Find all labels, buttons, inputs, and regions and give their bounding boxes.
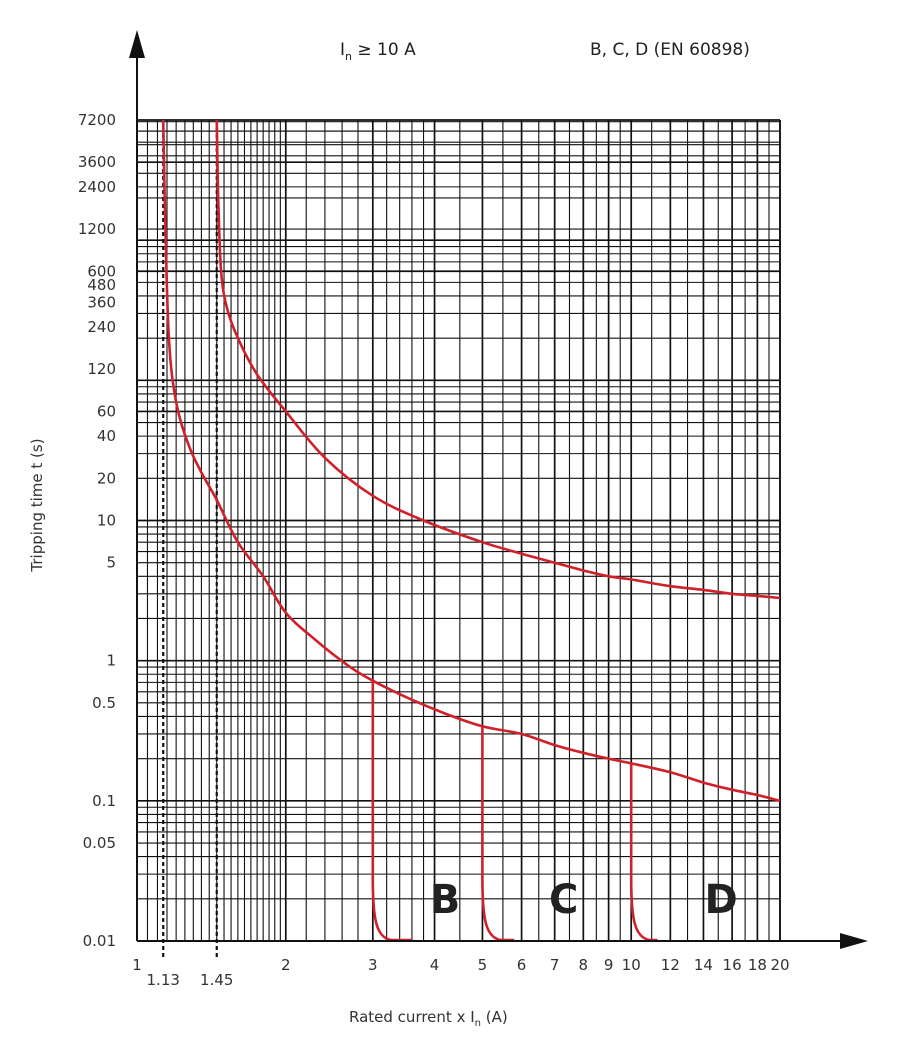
y-tick-label: 1 bbox=[106, 652, 116, 670]
x-tick-label: 14 bbox=[694, 956, 713, 974]
x-tick-label: 20 bbox=[770, 956, 789, 974]
curve-label-d: D bbox=[704, 877, 737, 923]
y-tick-label: 0.01 bbox=[83, 932, 116, 950]
y-tick-label: 480 bbox=[87, 276, 116, 294]
x-tick-label: 7 bbox=[550, 956, 560, 974]
series-line-upper bbox=[215, 119, 781, 600]
y-tick-label: 3600 bbox=[78, 153, 116, 171]
curve-labels: B C D bbox=[430, 877, 738, 923]
x-axis-arrow-icon bbox=[840, 933, 868, 949]
y-tick-label: 1200 bbox=[78, 220, 116, 238]
x-tick-label: 18 bbox=[748, 956, 767, 974]
y-tick-label: 2400 bbox=[78, 178, 116, 196]
x-tick-label: 6 bbox=[517, 956, 527, 974]
curve-label-c: C bbox=[549, 877, 578, 923]
y-tick-label: 0.5 bbox=[92, 694, 116, 712]
axes bbox=[129, 30, 868, 949]
y-tick-label: 600 bbox=[87, 262, 116, 280]
x-tick-label: 9 bbox=[604, 956, 614, 974]
y-tick-label: 120 bbox=[87, 360, 116, 378]
y-tick-label: 5 bbox=[106, 554, 116, 572]
y-tick-label: 240 bbox=[87, 318, 116, 336]
x-tick-label: 1.13 bbox=[147, 971, 180, 989]
x-tick-label: 3 bbox=[368, 956, 378, 974]
drop-line-b bbox=[371, 680, 412, 942]
y-tick-label: 0.05 bbox=[83, 834, 116, 852]
curves bbox=[161, 119, 781, 942]
curve-label-b: B bbox=[430, 877, 461, 923]
x-tick-label: 4 bbox=[430, 956, 440, 974]
y-tick-label: 20 bbox=[97, 469, 116, 487]
x-tick-label: 8 bbox=[579, 956, 589, 974]
x-axis-label: Rated current x In (A) bbox=[349, 1008, 508, 1029]
x-tick-label: 2 bbox=[281, 956, 291, 974]
y-tick-label: 40 bbox=[97, 427, 116, 445]
y-axis-arrow-icon bbox=[129, 30, 145, 58]
chart-title-current: In ≥ 10 A bbox=[340, 40, 416, 63]
y-axis-label: Tripping time t (s) bbox=[28, 438, 46, 572]
drop-line-d bbox=[629, 763, 658, 942]
x-tick-label: 5 bbox=[478, 956, 488, 974]
x-tick-label: 1 bbox=[132, 956, 142, 974]
x-tick-label: 16 bbox=[723, 956, 742, 974]
y-tick-label: 60 bbox=[97, 402, 116, 420]
y-tick-label: 10 bbox=[97, 512, 116, 530]
chart-title-standard: B, C, D (EN 60898) bbox=[590, 40, 750, 60]
x-tick-label: 12 bbox=[661, 956, 680, 974]
x-tick-label: 10 bbox=[622, 956, 641, 974]
drop-line-c bbox=[481, 726, 515, 942]
y-tick-label: 7200 bbox=[78, 111, 116, 129]
y-tick-label: 360 bbox=[87, 293, 116, 311]
series-line-lower bbox=[161, 119, 781, 803]
y-tick-label: 0.1 bbox=[92, 792, 116, 810]
x-tick-label: 1.45 bbox=[200, 971, 233, 989]
grid bbox=[137, 119, 781, 942]
x-tick-labels: 1 1.13 1.45 2 3 4 5 6 7 8 9 10 12 14 16 18 20 bbox=[132, 956, 789, 989]
